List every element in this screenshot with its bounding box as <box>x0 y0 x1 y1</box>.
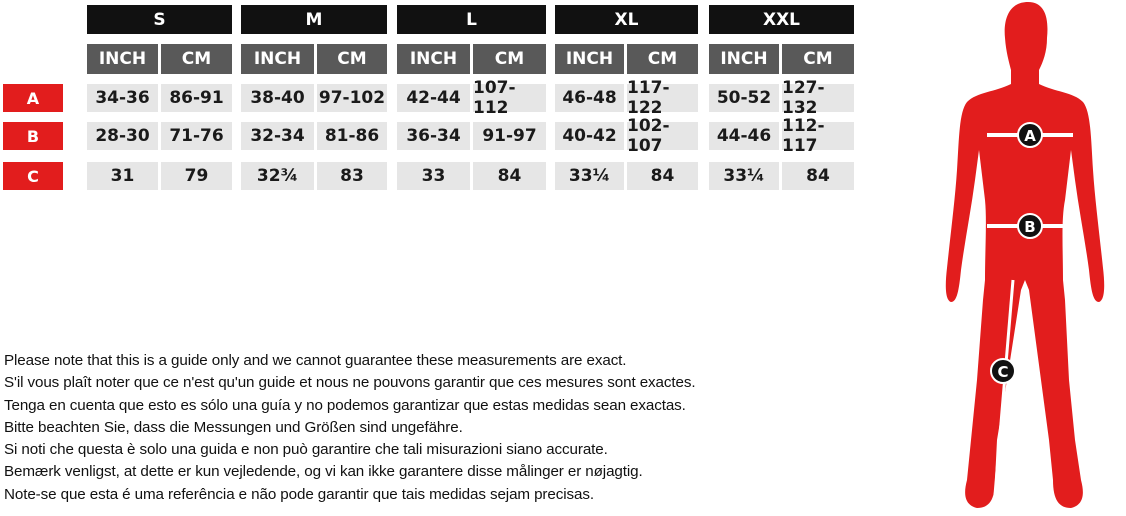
value-cell-cm: 97-102 <box>317 84 387 112</box>
value-cell-cm: 81-86 <box>317 122 387 150</box>
unit-header-cm: CM <box>161 44 232 74</box>
size-header-m: M <box>241 5 387 34</box>
value-cell-cm: 84 <box>473 162 546 190</box>
marker-c: C <box>990 358 1016 384</box>
disclaimer-notes: Please note that this is a guide only an… <box>4 350 696 506</box>
value-cell-inch: 33 <box>397 162 470 190</box>
size-header-xxl: XXL <box>709 5 854 34</box>
note-line: Please note that this is a guide only an… <box>4 352 627 369</box>
note-line: Bemærk venligst, at dette er kun vejlede… <box>4 463 643 481</box>
value-cell-inch: 28-30 <box>87 122 158 150</box>
value-cell-cm: 71-76 <box>161 122 232 150</box>
marker-a: A <box>1017 122 1043 148</box>
value-cell-cm: 112-117 <box>782 116 854 156</box>
marker-b: B <box>1017 213 1043 239</box>
unit-header-cm: CM <box>473 44 546 74</box>
unit-header-cm: CM <box>782 44 854 74</box>
note-line: Si noti che questa è solo una guida e no… <box>4 441 608 459</box>
body-measurement-figure: A B C <box>945 2 1105 508</box>
value-cell-inch: 50-52 <box>709 84 779 112</box>
unit-header-inch: INCH <box>555 44 624 74</box>
value-cell-cm: 117-122 <box>627 78 698 118</box>
value-cell-cm: 84 <box>782 162 854 190</box>
row-label-b: B <box>3 122 63 150</box>
value-cell-inch: 38-40 <box>241 84 314 112</box>
svg-text:B: B <box>1024 218 1035 236</box>
unit-header-inch: INCH <box>397 44 470 74</box>
value-cell-cm: 86-91 <box>161 84 232 112</box>
size-header-l: L <box>397 5 546 34</box>
value-cell-cm: 83 <box>317 162 387 190</box>
row-label-c: C <box>3 162 63 190</box>
note-line: S'il vous plaît noter que ce n'est qu'un… <box>4 374 696 392</box>
size-header-s: S <box>87 5 232 34</box>
note-line: Note-se que esta é uma referência e não … <box>4 485 594 503</box>
value-cell-cm: 79 <box>161 162 232 190</box>
value-cell-inch: 33¼ <box>709 162 779 190</box>
value-cell-cm: 127-132 <box>782 78 854 118</box>
value-cell-inch: 42-44 <box>397 84 470 112</box>
row-label-a: A <box>3 84 63 112</box>
unit-header-cm: CM <box>627 44 698 74</box>
unit-header-cm: CM <box>317 44 387 74</box>
value-cell-cm: 91-97 <box>473 122 546 150</box>
note-line: Bitte beachten Sie, dass die Messungen u… <box>4 418 463 436</box>
value-cell-cm: 107-112 <box>473 78 546 118</box>
unit-header-inch: INCH <box>709 44 779 74</box>
svg-text:A: A <box>1024 127 1036 145</box>
value-cell-inch: 33¼ <box>555 162 624 190</box>
value-cell-cm: 84 <box>627 162 698 190</box>
value-cell-inch: 31 <box>87 162 158 190</box>
svg-text:C: C <box>997 363 1008 381</box>
body-silhouette <box>945 2 1105 508</box>
value-cell-inch: 40-42 <box>555 122 624 150</box>
unit-header-inch: INCH <box>241 44 314 74</box>
value-cell-inch: 32-34 <box>241 122 314 150</box>
unit-header-inch: INCH <box>87 44 158 74</box>
value-cell-inch: 46-48 <box>555 84 624 112</box>
size-header-xl: XL <box>555 5 698 34</box>
value-cell-cm: 102-107 <box>627 116 698 156</box>
value-cell-inch: 32¾ <box>241 162 314 190</box>
note-line: Tenga en cuenta que esto es sólo una guí… <box>4 396 686 414</box>
value-cell-inch: 34-36 <box>87 84 158 112</box>
value-cell-inch: 44-46 <box>709 122 779 150</box>
value-cell-inch: 36-34 <box>397 122 470 150</box>
